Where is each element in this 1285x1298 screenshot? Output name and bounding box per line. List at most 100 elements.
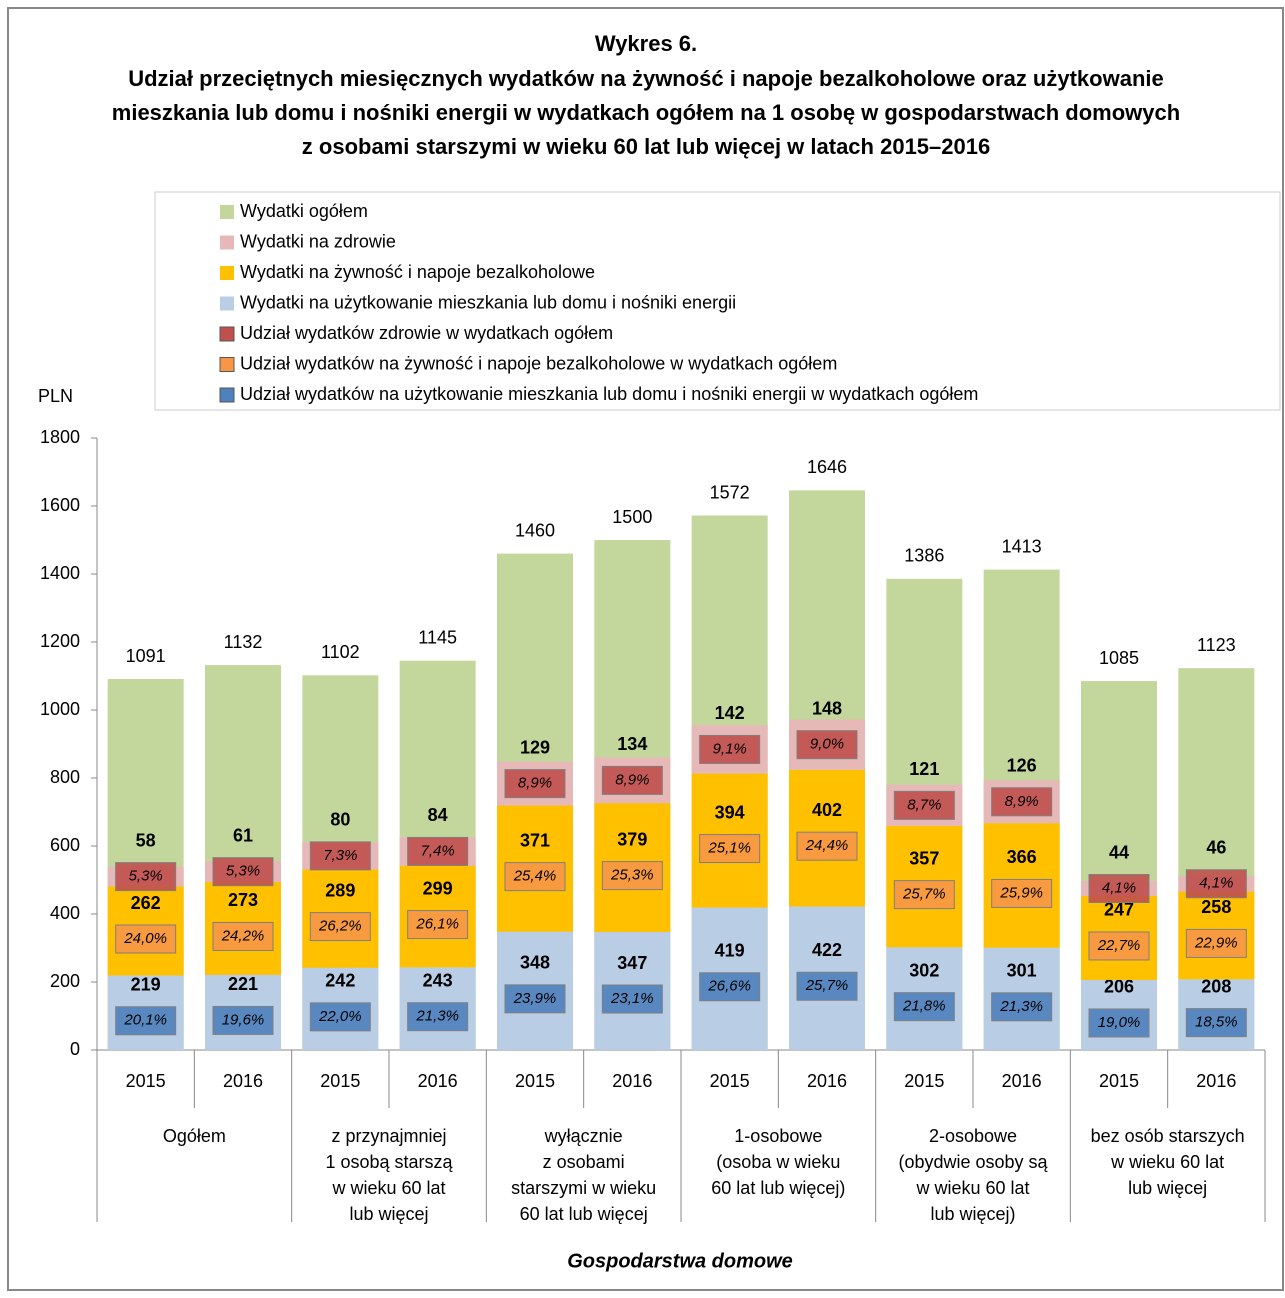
group-label: Ogółem	[163, 1126, 226, 1146]
share-label: 4,1%	[1199, 875, 1233, 892]
share-box	[212, 1005, 274, 1035]
data-label: 1132	[224, 632, 263, 652]
group-label: (obydwie osoby są	[898, 1152, 1048, 1172]
data-label: 1085	[1099, 648, 1139, 668]
y-tick-label: 1200	[40, 631, 80, 651]
data-label: 347	[617, 953, 647, 973]
group-label: (osoba w wieku	[716, 1152, 840, 1172]
data-label: 394	[715, 802, 745, 822]
share-label: 25,9%	[999, 884, 1043, 901]
share-label: 26,6%	[707, 978, 751, 995]
share-box	[796, 730, 858, 760]
chart-subtitle: Udział przeciętnych miesięcznych wydatkó…	[128, 66, 1164, 91]
data-label: 208	[1201, 976, 1231, 996]
x-tick-label: 2015	[126, 1071, 166, 1091]
data-label: 126	[1007, 756, 1037, 776]
data-label: 1413	[1002, 536, 1042, 556]
legend-swatch	[219, 326, 235, 342]
share-label: 8,9%	[518, 775, 552, 792]
share-box	[1185, 1008, 1247, 1038]
data-label: 289	[325, 880, 355, 900]
x-tick-label: 2016	[1002, 1071, 1042, 1091]
data-label: 221	[228, 974, 258, 994]
group-label: 2-osobowe	[929, 1126, 1017, 1146]
data-label: 1145	[418, 627, 457, 647]
x-tick-label: 2016	[418, 1071, 458, 1091]
x-tick-label: 2015	[515, 1071, 555, 1091]
group-label: 1 osobą starszą	[325, 1152, 453, 1172]
share-label: 22,9%	[1194, 934, 1238, 951]
data-label: 258	[1201, 897, 1231, 917]
share-label: 21,3%	[415, 1008, 459, 1025]
share-box	[309, 912, 371, 942]
group-label: 60 lat lub więcej)	[711, 1178, 845, 1198]
data-label: 1572	[710, 482, 750, 502]
share-box	[1185, 928, 1247, 958]
data-label: 1500	[612, 507, 652, 527]
legend-swatch	[219, 357, 235, 372]
y-tick-label: 600	[50, 835, 80, 855]
x-tick-label: 2015	[320, 1071, 360, 1091]
share-label: 5,3%	[226, 863, 260, 880]
data-label: 371	[520, 830, 550, 850]
share-label: 7,4%	[421, 842, 455, 859]
share-label: 21,3%	[999, 998, 1043, 1015]
share-label: 19,0%	[1098, 1014, 1141, 1031]
data-label: 148	[812, 698, 842, 718]
x-tick-label: 2016	[1196, 1071, 1236, 1091]
data-label: 299	[423, 878, 453, 898]
share-label: 25,4%	[513, 868, 557, 885]
share-box	[699, 734, 761, 764]
data-label: 134	[617, 734, 647, 754]
share-label: 9,0%	[810, 736, 844, 753]
share-label: 25,3%	[610, 867, 654, 884]
data-label: 61	[233, 825, 253, 845]
legend-swatch	[220, 296, 234, 311]
share-label: 25,1%	[707, 840, 751, 857]
y-tick-label: 400	[50, 903, 80, 923]
share-box	[991, 787, 1053, 817]
share-box	[504, 862, 566, 892]
data-label: 262	[131, 893, 161, 913]
data-label: 301	[1007, 961, 1037, 981]
data-label: 402	[812, 800, 842, 820]
group-label: 1-osobowe	[734, 1126, 822, 1146]
share-box	[212, 857, 274, 887]
y-tick-label: 1800	[40, 427, 80, 447]
group-label: wyłącznie	[544, 1126, 623, 1146]
legend-label: Udział wydatków na żywność i napoje beza…	[240, 353, 837, 373]
data-label: 46	[1206, 837, 1226, 857]
share-label: 24,0%	[123, 930, 167, 947]
data-label: 379	[617, 829, 647, 849]
group-label: w wieku 60 lat	[1110, 1152, 1224, 1172]
x-tick-label: 2016	[807, 1071, 847, 1091]
share-label: 25,7%	[902, 886, 946, 903]
data-label: 242	[325, 971, 355, 991]
share-label: 19,6%	[222, 1011, 265, 1028]
data-label: 1123	[1197, 635, 1236, 655]
share-label: 23,9%	[513, 990, 557, 1007]
share-label: 24,4%	[805, 837, 849, 854]
data-label: 1460	[515, 520, 555, 540]
data-label: 129	[520, 737, 550, 757]
share-box	[1088, 1008, 1150, 1038]
share-label: 18,5%	[1195, 1014, 1238, 1031]
share-label: 8,7%	[907, 796, 941, 813]
share-box	[115, 924, 177, 954]
x-tick-label: 2015	[710, 1071, 750, 1091]
share-label: 7,3%	[323, 847, 357, 864]
group-label: bez osób starszych	[1091, 1126, 1245, 1146]
share-box	[407, 836, 469, 866]
share-label: 25,7%	[805, 977, 849, 994]
x-tick-label: 2016	[612, 1071, 652, 1091]
share-box	[699, 972, 761, 1002]
share-label: 20,1%	[123, 1012, 167, 1029]
group-label: w wieku 60 lat	[915, 1178, 1029, 1198]
group-label: 60 lat lub więcej	[520, 1204, 648, 1224]
share-box	[991, 878, 1053, 908]
y-axis-label: PLN	[38, 386, 73, 406]
group-label: z przynajmniej	[331, 1126, 446, 1146]
legend-swatch	[219, 387, 235, 403]
data-label: 80	[330, 810, 350, 830]
legend-swatch	[220, 266, 234, 280]
